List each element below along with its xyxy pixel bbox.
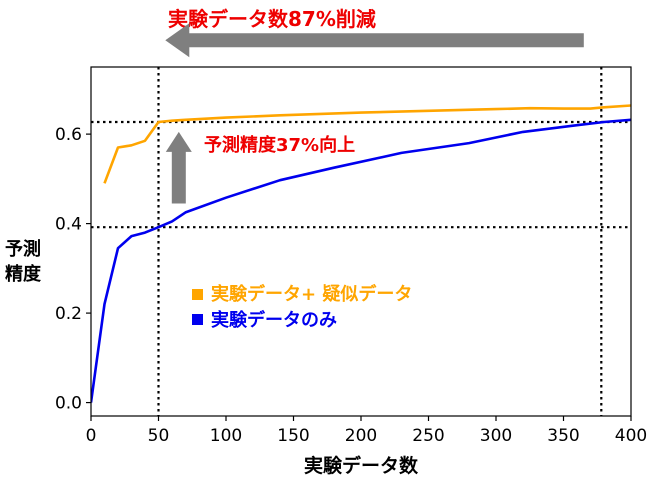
legend-swatch-blue [192, 314, 203, 325]
y-tick-label-2: 0.4 [55, 215, 82, 235]
x-tick-label-150: 150 [277, 426, 309, 446]
legend: 実験データ+ 疑似データ 実験データのみ [192, 283, 412, 331]
series-line-pseudo-data [103, 104, 631, 184]
left-arrow-icon [165, 23, 584, 58]
y-tick-label-1: 0.2 [55, 304, 82, 324]
plot-frame [90, 66, 632, 417]
legend-swatch-orange [192, 289, 203, 300]
y-tick-label-3: 0.6 [55, 125, 82, 145]
x-tick-label-350: 350 [547, 426, 579, 446]
x-tick-label-400: 400 [615, 426, 647, 446]
series-layer [91, 104, 631, 403]
x-tick-label-50: 50 [148, 426, 170, 446]
x-tick-label-100: 100 [210, 426, 242, 446]
x-tick-label-200: 200 [345, 426, 377, 446]
y-axis-label-line-2: 精度 [5, 263, 42, 285]
y-axis-label-line-1: 予測 [5, 238, 41, 260]
x-tick-label-300: 300 [480, 426, 512, 446]
mid-annotation-label: 予測精度37%向上 [204, 134, 355, 156]
legend-label-blue: 実験データのみ [211, 309, 337, 331]
up-arrow-icon [165, 131, 192, 204]
series-line-experimental-only [91, 118, 631, 403]
x-axis-label: 実験データ数 [304, 454, 419, 477]
legend-label-orange: 実験データ+ 疑似データ [211, 283, 412, 305]
up-arrow-shape [165, 131, 192, 204]
axis-ticks: 0 50 100 150 200 250 300 350 400 0.0 0.2 0.4 0.6 [55, 125, 647, 446]
x-tick-label-0: 0 [86, 426, 97, 446]
left-arrow-shape [165, 23, 584, 58]
reference-lines [91, 67, 631, 416]
top-annotation-label: 実験データ数87%削減 [168, 7, 376, 31]
y-tick-label-0: 0.0 [55, 394, 82, 414]
x-tick-label-250: 250 [412, 426, 444, 446]
